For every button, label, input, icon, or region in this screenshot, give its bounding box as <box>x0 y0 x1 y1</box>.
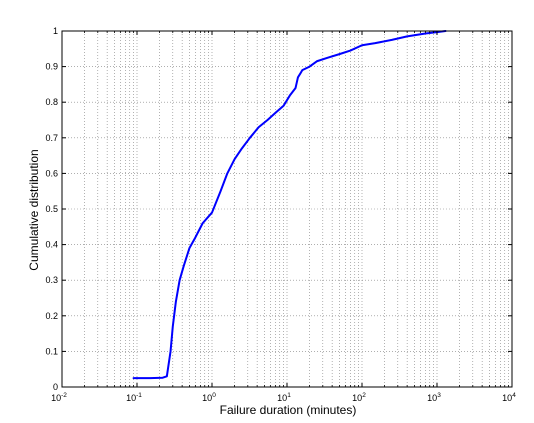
x-tick-label: 10-2 <box>51 392 67 403</box>
y-tick-label: 0.6 <box>45 168 58 178</box>
y-tick-label: 0.4 <box>45 240 58 250</box>
y-tick-label: 0 <box>53 382 58 392</box>
y-tick-label: 0.2 <box>45 311 58 321</box>
y-tick-label: 1 <box>53 26 58 36</box>
cdf-series-line <box>132 30 447 380</box>
axis-ticks: 10-2 10-1 100 101 102 103 104 0 0.1 0.2 0.3 0.4 0.5 0… <box>45 26 516 403</box>
y-tick-label: 0.9 <box>45 62 58 72</box>
x-tick-label: 100 <box>202 392 216 403</box>
y-tick-label: 0.1 <box>45 346 58 356</box>
plot-area <box>132 30 447 380</box>
y-tick-label: 0.3 <box>45 275 58 285</box>
x-tick-label: 103 <box>427 392 441 403</box>
x-tick-label: 10-1 <box>126 392 142 403</box>
y-tick-label: 0.8 <box>45 97 58 107</box>
x-axis-label: Failure duration (minutes) <box>220 403 357 417</box>
y-tick-label: 0.5 <box>45 204 58 214</box>
x-tick-label: 104 <box>502 392 516 403</box>
y-axis-label: Cumulative distribution <box>27 149 41 270</box>
x-tick-label: 102 <box>352 392 366 403</box>
y-tick-label: 0.7 <box>45 133 58 143</box>
x-tick-label: 101 <box>277 392 291 403</box>
